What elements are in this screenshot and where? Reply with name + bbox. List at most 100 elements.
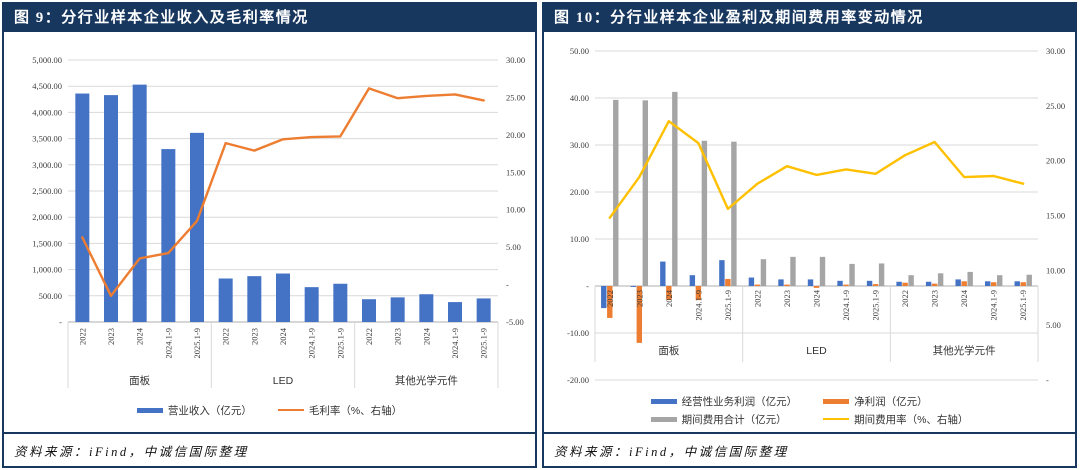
y-axis-right-tick-label: 10.00: [1046, 265, 1065, 275]
legend-line-swatch: [277, 408, 304, 412]
legend-bar-swatch: [823, 398, 850, 404]
y-axis-left-tick-label: 4,500.00: [32, 81, 62, 91]
category-label: 2025.1-9: [1018, 290, 1028, 320]
bar: [642, 100, 648, 286]
bar: [419, 294, 434, 322]
legend-bar-swatch: [650, 416, 677, 422]
bar: [304, 287, 319, 322]
figure-9-title: 图 9：分行业样本企业收入及毛利率情况: [4, 4, 535, 32]
figure-10-title: 图 10：分行业样本企业盈利及期间费用率变动情况: [544, 4, 1075, 32]
category-label: 2023: [106, 328, 116, 345]
bar: [872, 284, 879, 286]
figure-10-legend: 经营性业务利润（亿元） 净利润（亿元） 期间费用合计（亿元） 期间费用率（%、右轴）: [544, 388, 1075, 432]
y-axis-right-tick-label: 20.00: [506, 130, 525, 140]
y-axis-left-tick-label: 40.00: [570, 93, 589, 103]
bar: [1020, 282, 1026, 286]
y-axis-right-tick-label: -: [506, 280, 509, 290]
group-label: LED: [273, 375, 294, 387]
bar: [937, 273, 944, 286]
legend-item: 期间费用率（%、右轴）: [823, 412, 968, 427]
y-axis-left-tick-label: 50.00: [570, 46, 589, 56]
category-label: 2024.1-9: [450, 328, 460, 358]
bar: [731, 141, 737, 286]
y-axis-left-tick-label: -20.00: [567, 375, 589, 385]
category-label: 2024: [135, 327, 145, 345]
bar: [997, 275, 1003, 286]
y-axis-left-tick-label: 5,000.00: [32, 55, 62, 65]
category-label: 2023: [393, 328, 403, 345]
bar: [601, 286, 607, 309]
y-axis-left-tick-label: 2,000.00: [32, 212, 62, 222]
category-label: 2023: [249, 328, 259, 345]
y-axis-right-tick-label: 25.00: [1046, 101, 1065, 111]
y-axis-left-tick-label: 20.00: [570, 187, 589, 197]
bar: [849, 263, 855, 286]
y-axis-right-tick-label: 20.00: [1046, 156, 1065, 166]
legend-item: 毛利率（%、右轴）: [277, 403, 403, 418]
bar: [672, 91, 678, 286]
figure-10-panel: 图 10：分行业样本企业盈利及期间费用率变动情况 -20.00 -10.00-10…: [542, 2, 1077, 468]
bar: [790, 256, 796, 286]
bar: [689, 275, 696, 286]
y-axis-left-tick-label: 2,500.00: [32, 186, 62, 196]
category-label: 2024: [959, 289, 969, 307]
category-label: 2024: [278, 327, 288, 345]
figure-9-source: 资料来源：iFind，中诚信国际整理: [4, 432, 535, 466]
y-axis-right-tick-label: 5.00: [1046, 320, 1061, 330]
category-label: 2024.1-9: [989, 290, 999, 320]
legend-label: 期间费用合计（亿元）: [681, 413, 787, 426]
bar: [104, 95, 118, 322]
category-label: 2024: [421, 327, 431, 345]
bar: [955, 279, 961, 286]
bar: [843, 284, 849, 286]
bar: [760, 259, 767, 286]
y-axis-right-tick-label: 5.00: [506, 242, 521, 252]
legend-item: 净利润（亿元）: [823, 394, 968, 409]
legend-bar-swatch: [650, 398, 677, 404]
category-label: 2022: [752, 290, 762, 307]
category-label: 2025.1-9: [871, 290, 881, 320]
y-axis-left-tick-label: -10.00: [567, 328, 589, 338]
bar: [390, 297, 405, 322]
bar: [161, 149, 176, 322]
category-label: 2024.1-9: [693, 290, 703, 320]
legend-item: 期间费用合计（亿元）: [650, 412, 798, 427]
y-axis-right-tick-label: 30.00: [1046, 46, 1065, 56]
y-axis-left-tick-label: 1,500.00: [32, 238, 62, 248]
category-label: 2025.1-9: [335, 328, 345, 358]
legend-label: 期间费用率（%、右轴）: [854, 413, 969, 426]
legend-label: 毛利率（%、右轴）: [308, 404, 403, 417]
line-series: [81, 87, 485, 297]
y-axis-right-tick-label: -: [1046, 375, 1049, 385]
figure-9-panel: 图 9：分行业样本企业收入及毛利率情况 - 500.00 1,000.00 1,500…: [2, 2, 537, 468]
legend-line-swatch: [823, 417, 850, 421]
bar: [985, 281, 991, 286]
category-label: 2022: [77, 328, 87, 345]
bar: [1014, 281, 1020, 286]
bar: [701, 140, 708, 286]
y-axis-right-tick-label: 10.00: [506, 205, 525, 215]
line-series: [608, 119, 1025, 219]
bar: [967, 271, 973, 286]
bar: [476, 298, 491, 322]
y-axis-right-tick-label: 15.00: [506, 167, 525, 177]
bar: [784, 284, 790, 286]
group-label: LED: [806, 345, 827, 357]
figure-10-chart: -20.00-10.00-10.0020.0030.0040.0050.00-5…: [567, 46, 1065, 385]
bar: [247, 276, 262, 322]
bar: [896, 281, 902, 286]
bar: [908, 275, 914, 286]
figure-10-source: 资料来源：iFind，中诚信国际整理: [544, 432, 1075, 466]
group-label: 其他光学元件: [395, 374, 458, 387]
y-axis-right-tick-label: 25.00: [506, 92, 525, 102]
bar: [218, 278, 233, 322]
bar: [636, 286, 642, 343]
figure-10-chart-area: -20.00 -10.00-10.00 20.00 30.00 40.00 50.00-5…: [544, 32, 1075, 432]
bar: [807, 279, 814, 286]
bar: [991, 282, 997, 286]
y-axis-right-tick-label: 15.00: [1046, 211, 1065, 221]
y-axis-left-tick-label: 500.00: [39, 291, 62, 301]
bar: [276, 273, 290, 322]
y-axis-right-tick-label: -5.00: [506, 317, 524, 327]
bar: [719, 260, 725, 286]
